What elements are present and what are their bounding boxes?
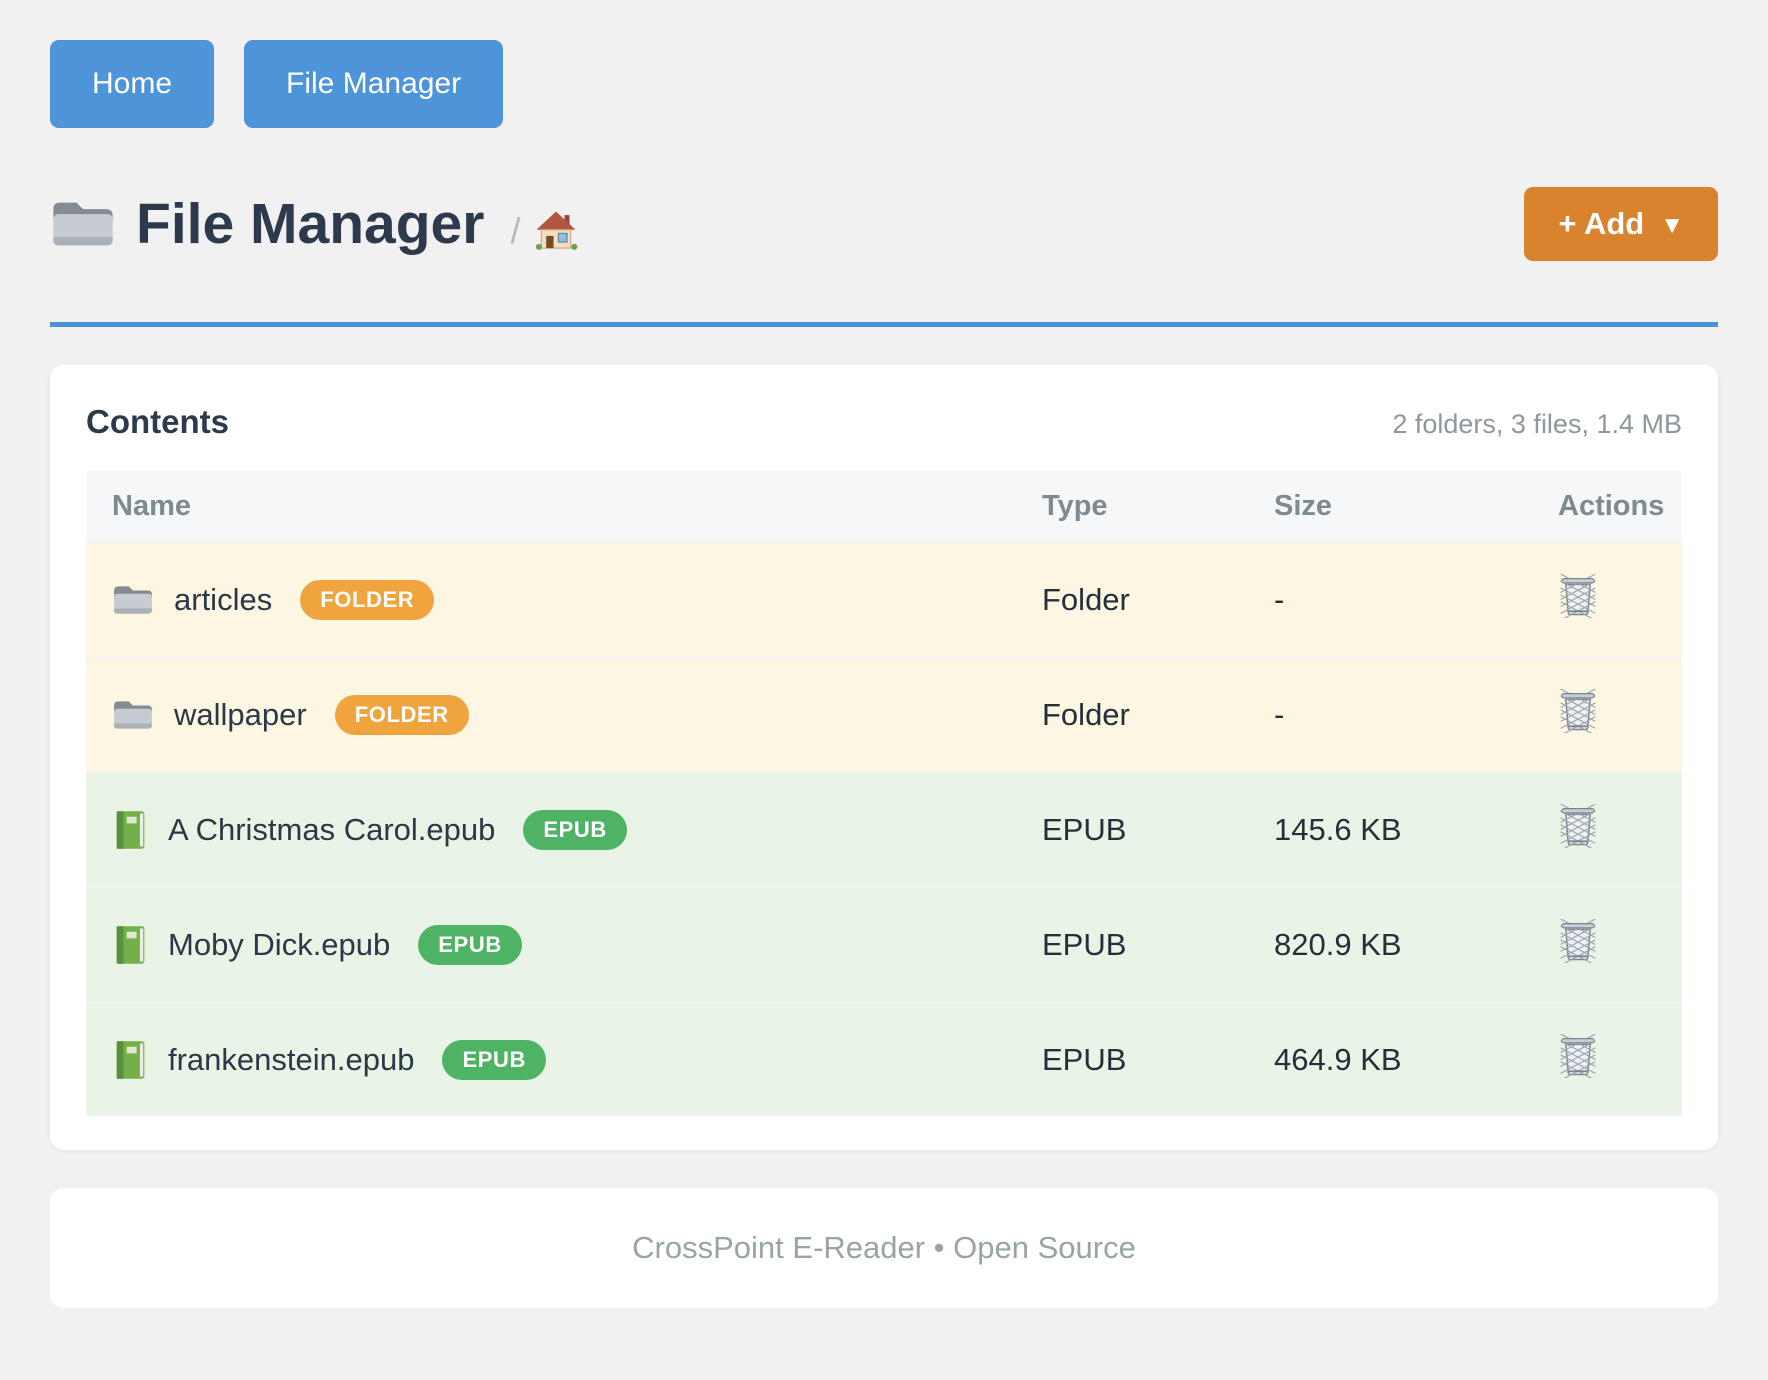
file-type: Folder — [1042, 581, 1130, 617]
folder-icon — [112, 695, 154, 735]
page-title: File Manager — [50, 191, 484, 257]
file-size: 464.9 KB — [1274, 1041, 1402, 1077]
column-header-name: Name — [112, 489, 191, 522]
file-size: - — [1274, 696, 1285, 732]
folder-icon — [112, 580, 154, 620]
trash-icon — [1558, 804, 1598, 848]
footer: CrossPoint E-Reader • Open Source — [50, 1188, 1718, 1308]
header-divider — [50, 322, 1718, 327]
green-book-icon — [112, 1039, 148, 1081]
epub-badge: EPUB — [418, 924, 522, 965]
file-name-link[interactable]: A Christmas Carol.epub — [168, 811, 496, 847]
footer-text: CrossPoint E-Reader • Open Source — [632, 1230, 1136, 1265]
contents-title: Contents — [86, 403, 229, 440]
green-book-icon — [112, 924, 148, 966]
file-type: Folder — [1042, 696, 1130, 732]
folder-badge: FOLDER — [334, 694, 469, 735]
contents-card-header: Contents 2 folders, 3 files, 1.4 MB — [86, 403, 1682, 471]
table-row: Moby Dick.epub EPUB EPUB 820.9 KB — [86, 886, 1682, 1001]
file-manager-button[interactable]: File Manager — [244, 40, 504, 128]
caret-down-icon: ▼ — [1660, 212, 1684, 239]
file-type: EPUB — [1042, 926, 1127, 962]
file-name-link[interactable]: articles — [174, 581, 273, 617]
delete-button[interactable] — [1558, 574, 1598, 618]
file-type: EPUB — [1042, 811, 1127, 847]
add-button[interactable]: + Add ▼ — [1524, 187, 1718, 261]
breadcrumb: / — [510, 209, 578, 253]
file-size: 145.6 KB — [1274, 811, 1402, 847]
contents-card: Contents 2 folders, 3 files, 1.4 MB Name… — [50, 365, 1718, 1150]
column-header-type: Type — [1042, 489, 1108, 522]
trash-icon — [1558, 1034, 1598, 1078]
column-header-size: Size — [1274, 489, 1333, 522]
file-name-link[interactable]: frankenstein.epub — [168, 1041, 415, 1077]
delete-button[interactable] — [1558, 804, 1598, 848]
home-button[interactable]: Home — [50, 40, 215, 128]
green-book-icon — [112, 809, 148, 851]
file-name-link[interactable]: Moby Dick.epub — [168, 926, 391, 962]
table-row: frankenstein.epub EPUB EPUB 464.9 KB — [86, 1001, 1682, 1116]
epub-badge: EPUB — [523, 809, 627, 850]
table-row: wallpaper FOLDER Folder - — [86, 656, 1682, 771]
trash-icon — [1558, 574, 1598, 618]
house-icon[interactable] — [534, 209, 578, 253]
add-button-label: + Add — [1558, 206, 1645, 241]
trash-icon — [1558, 919, 1598, 963]
contents-summary: 2 folders, 3 files, 1.4 MB — [1392, 409, 1682, 439]
table-row: articles FOLDER Folder - — [86, 541, 1682, 656]
folder-badge: FOLDER — [300, 579, 435, 620]
table-row: A Christmas Carol.epub EPUB EPUB 145.6 K… — [86, 771, 1682, 886]
breadcrumb-separator: / — [510, 210, 521, 251]
delete-button[interactable] — [1558, 919, 1598, 963]
file-size: - — [1274, 581, 1285, 617]
top-nav: Home File Manager — [50, 0, 1718, 128]
file-size: 820.9 KB — [1274, 926, 1402, 962]
delete-button[interactable] — [1558, 1034, 1598, 1078]
file-table: Name Type Size Actions articles FOLDER F… — [86, 471, 1682, 1116]
column-header-actions: Actions — [1558, 489, 1665, 522]
trash-icon — [1558, 689, 1598, 733]
folder-icon — [50, 196, 116, 252]
file-type: EPUB — [1042, 1041, 1127, 1077]
table-header-row: Name Type Size Actions — [86, 471, 1682, 541]
epub-badge: EPUB — [442, 1039, 546, 1080]
page-title-text: File Manager — [136, 192, 485, 256]
page-header: File Manager / + Add ▼ — [50, 178, 1718, 270]
file-name-link[interactable]: wallpaper — [174, 696, 307, 732]
delete-button[interactable] — [1558, 689, 1598, 733]
